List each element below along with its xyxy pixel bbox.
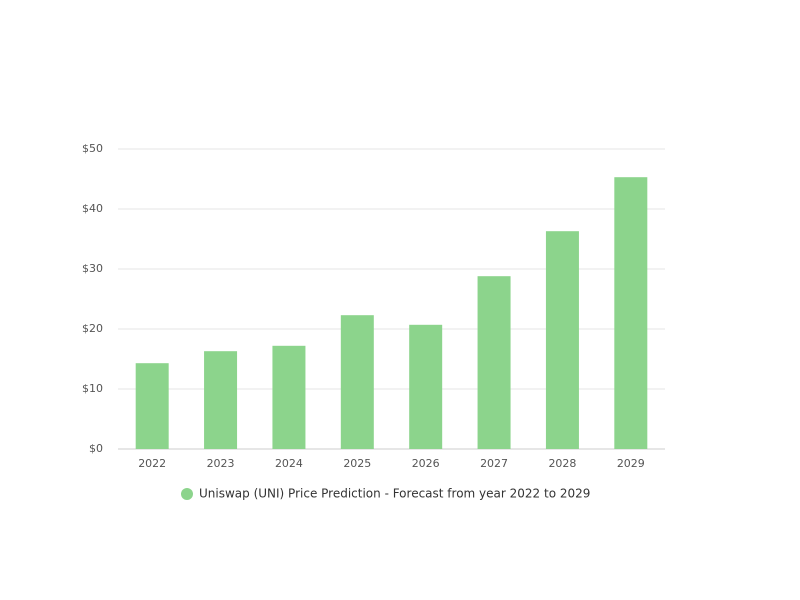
- x-tick-label: 2024: [275, 457, 303, 470]
- legend-marker: [181, 488, 193, 500]
- bar: [545, 231, 579, 449]
- y-tick-label: $10: [82, 382, 103, 395]
- bar: [204, 351, 238, 449]
- x-tick-label: 2026: [412, 457, 440, 470]
- bar: [135, 363, 169, 449]
- legend-text: Uniswap (UNI) Price Prediction - Forecas…: [199, 487, 590, 501]
- bar: [614, 177, 648, 449]
- y-tick-label: $20: [82, 322, 103, 335]
- x-tick-label: 2029: [617, 457, 645, 470]
- y-tick-label: $0: [89, 442, 103, 455]
- bar: [409, 324, 443, 449]
- y-tick-label: $30: [82, 262, 103, 275]
- bar: [477, 276, 511, 449]
- y-tick-label: $40: [82, 202, 103, 215]
- bar: [272, 345, 306, 449]
- x-tick-label: 2028: [548, 457, 576, 470]
- y-tick-label: $50: [82, 142, 103, 155]
- x-tick-label: 2027: [480, 457, 508, 470]
- x-tick-label: 2025: [343, 457, 371, 470]
- x-tick-label: 2023: [207, 457, 235, 470]
- x-tick-label: 2022: [138, 457, 166, 470]
- bar: [340, 315, 374, 449]
